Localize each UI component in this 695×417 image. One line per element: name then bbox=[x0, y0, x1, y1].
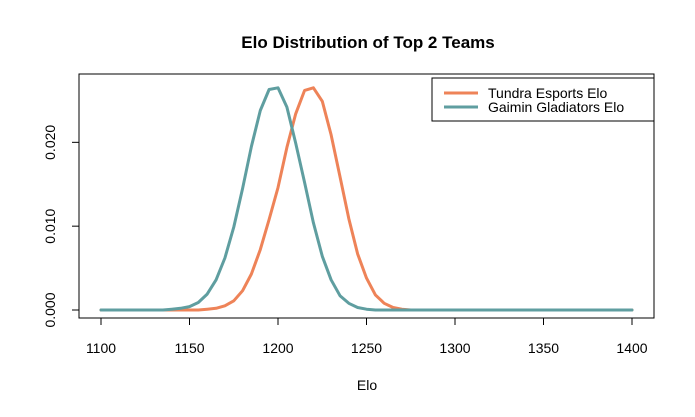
y-tick-label: 0.010 bbox=[42, 208, 58, 243]
legend-box bbox=[431, 77, 655, 122]
legend-label-2: Gaimin Gladiators Elo bbox=[488, 99, 624, 115]
series-line-2 bbox=[99, 86, 634, 312]
x-axis: 1100 1150 1200 1250 1300 1350 1400 bbox=[86, 317, 648, 356]
y-tick-label: 0.020 bbox=[42, 125, 58, 160]
x-tick-label: 1250 bbox=[351, 340, 382, 356]
x-tick-label: 1200 bbox=[262, 340, 293, 356]
chart-title: Elo Distribution of Top 2 Teams bbox=[241, 33, 494, 52]
x-tick-label: 1350 bbox=[528, 340, 559, 356]
x-tick-label: 1100 bbox=[86, 340, 116, 356]
series-layer bbox=[99, 86, 634, 312]
x-tick-label: 1300 bbox=[439, 340, 470, 356]
x-axis-label: Elo bbox=[357, 377, 377, 393]
x-tick-label: 1150 bbox=[174, 340, 204, 356]
x-tick-label: 1400 bbox=[616, 340, 647, 356]
y-axis: 0.000 0.010 0.020 bbox=[42, 125, 80, 328]
y-tick-label: 0.000 bbox=[42, 292, 58, 327]
legend-label-1: Tundra Esports Elo bbox=[488, 85, 608, 101]
